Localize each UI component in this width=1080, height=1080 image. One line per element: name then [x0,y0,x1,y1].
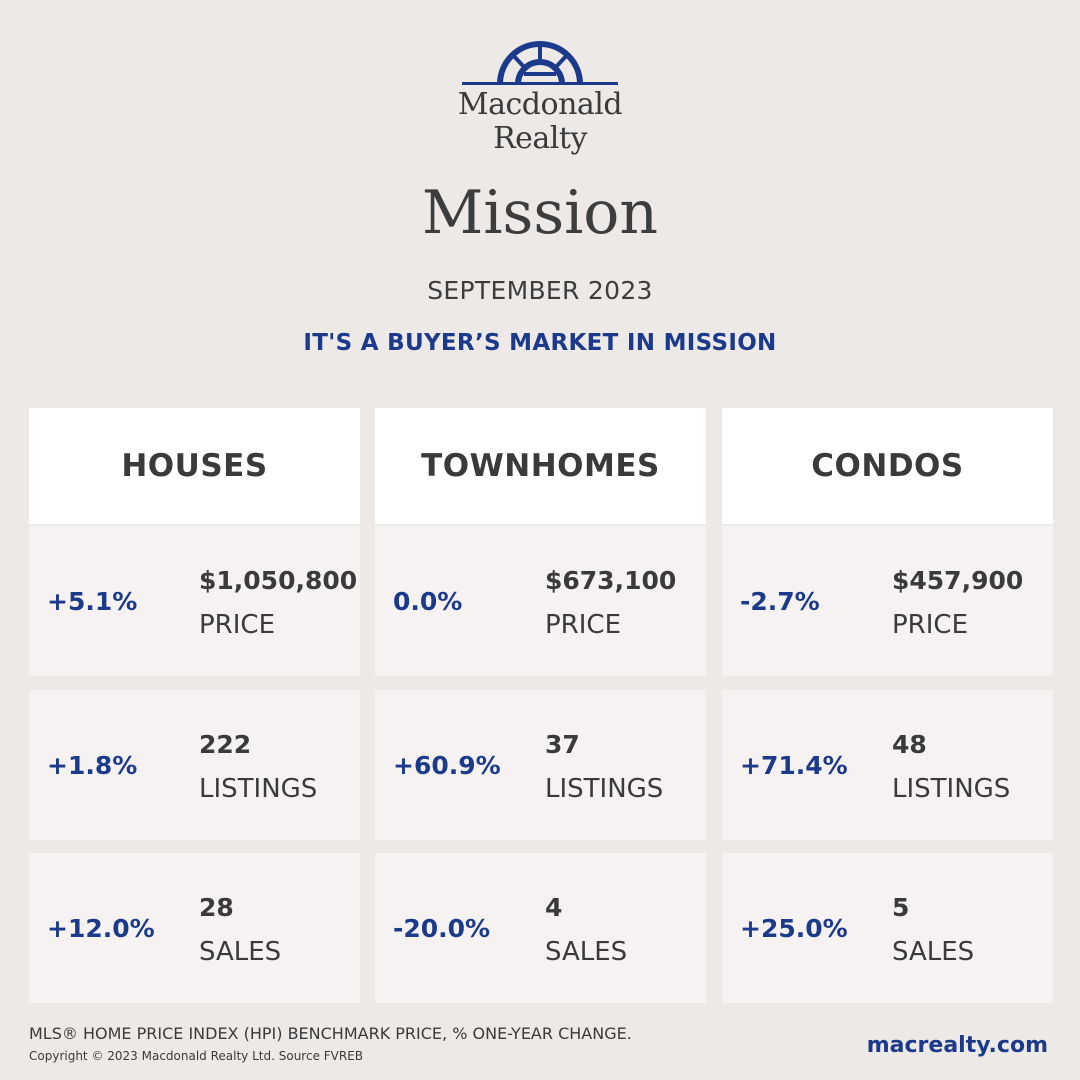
stat-label: LISTINGS [545,774,664,804]
sales-card: +12.0% 28 SALES [29,853,360,1003]
change-percent: +12.0% [47,913,155,943]
change-percent: +25.0% [740,913,848,943]
stat-value: 4 [545,893,563,922]
stat-label: LISTINGS [199,774,318,804]
stat-label: SALES [892,937,975,967]
stat-label: SALES [545,937,628,967]
change-percent: 0.0% [393,586,463,616]
column-title: CONDOS [722,408,1053,524]
stat-value: $673,100 [545,566,677,595]
price-card: +5.1% $1,050,800 PRICE [29,526,360,676]
change-percent: -20.0% [393,913,491,943]
website-link[interactable]: macrealty.com [866,1033,1048,1058]
hpi-footnote: MLS® HOME PRICE INDEX (HPI) BENCHMARK PR… [29,1024,632,1043]
listings-card: +60.9% 37 LISTINGS [375,690,706,840]
market-tagline: IT'S A BUYER’S MARKET IN MISSION [303,330,777,356]
change-percent: +71.4% [740,750,848,780]
price-card: 0.0% $673,100 PRICE [375,526,706,676]
copyright-text: Copyright © 2023 Macdonald Realty Ltd. S… [29,1049,364,1063]
change-percent: +60.9% [393,750,501,780]
stat-value: $1,050,800 [199,566,358,595]
sales-card: +25.0% 5 SALES [722,853,1053,1003]
stat-value: 222 [199,730,252,759]
stat-label: PRICE [199,610,275,640]
column-title: TOWNHOMES [375,408,706,524]
townhomes-column: TOWNHOMES 0.0% $673,100 PRICE +60.9% 37 … [375,408,706,1003]
brand-name-line1: Macdonald [457,87,623,122]
stat-label: PRICE [545,610,621,640]
change-percent: +1.8% [47,750,138,780]
price-card: -2.7% $457,900 PRICE [722,526,1053,676]
stat-label: LISTINGS [892,774,1011,804]
stat-value: $457,900 [892,566,1024,595]
stat-value: 37 [545,730,580,759]
column-title: HOUSES [29,408,360,524]
listings-card: +1.8% 222 LISTINGS [29,690,360,840]
brand-name-line2: Realty [493,121,587,156]
condos-column: CONDOS -2.7% $457,900 PRICE +71.4% 48 LI… [722,408,1053,1003]
city-title: Mission [421,178,659,248]
stat-label: SALES [199,937,282,967]
stat-value: 28 [199,893,234,922]
arch-window-logo-icon [462,41,618,85]
stat-label: PRICE [892,610,968,640]
sales-card: -20.0% 4 SALES [375,853,706,1003]
stat-value: 48 [892,730,927,759]
brand-logo: Macdonald Realty [0,38,1080,156]
change-percent: -2.7% [740,586,820,616]
report-month: SEPTEMBER 2023 [427,276,653,305]
stat-value: 5 [892,893,910,922]
listings-card: +71.4% 48 LISTINGS [722,690,1053,840]
change-percent: +5.1% [47,586,138,616]
houses-column: HOUSES +5.1% $1,050,800 PRICE +1.8% 222 … [29,408,360,1003]
